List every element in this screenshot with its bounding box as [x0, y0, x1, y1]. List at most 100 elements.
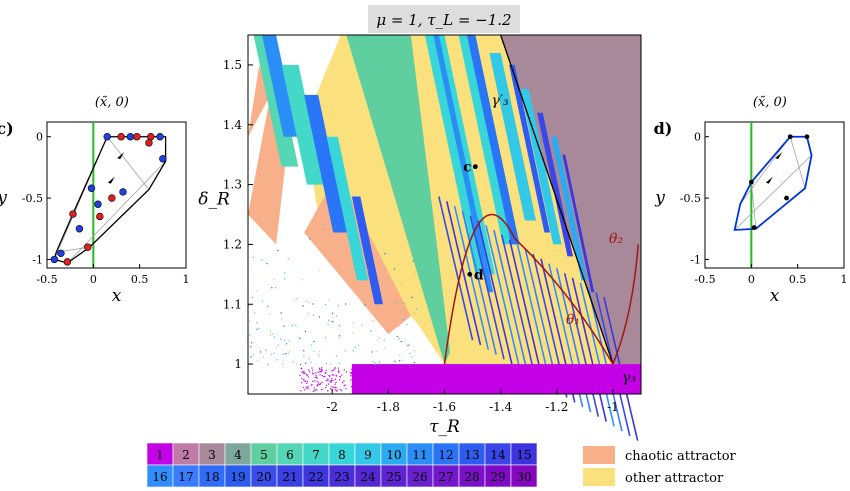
y-axis-label: δ_R [198, 190, 230, 210]
scatter-speckle [275, 287, 276, 288]
period-1-speckle [312, 381, 313, 382]
panel-c-blue-point [104, 133, 111, 140]
period-swatch-label-29: 29 [490, 470, 505, 484]
x-axis-label: τ_R [429, 417, 460, 437]
scatter-speckle [269, 313, 270, 314]
scatter-speckle [278, 344, 279, 345]
period-1-speckle [326, 370, 327, 371]
period-1-speckle [321, 367, 322, 368]
scatter-speckle [384, 340, 385, 341]
panel-d-orbit-point [784, 196, 789, 201]
scatter-speckle [345, 303, 346, 304]
scatter-speckle [249, 320, 250, 321]
period-1-speckle [306, 383, 307, 384]
period-swatch-label-26: 26 [412, 470, 427, 484]
panel-c-x-tick-label: 1 [183, 273, 190, 286]
scatter-speckle [303, 355, 304, 356]
period-1-speckle [336, 375, 337, 376]
scatter-speckle [367, 269, 368, 270]
period-1-speckle [317, 385, 318, 386]
period-1-speckle [305, 388, 306, 389]
scatter-speckle [356, 266, 357, 267]
scatter-speckle [407, 345, 408, 346]
scatter-speckle [364, 304, 365, 305]
period-1-speckle [325, 372, 326, 373]
scatter-speckle [414, 273, 415, 274]
panel-d-orbit-point [749, 180, 754, 185]
period-1-speckle [331, 386, 332, 387]
y-tick-label: 1 [234, 357, 242, 371]
panel-c-red-point [133, 133, 140, 140]
period-1-speckle [306, 386, 307, 387]
panel-d-x-tick-label: 0.5 [789, 273, 807, 286]
scatter-speckle [399, 360, 400, 361]
scatter-speckle [318, 355, 319, 356]
y-tick-label: 1.5 [223, 58, 242, 72]
period-1-speckle [314, 380, 315, 381]
scatter-speckle [285, 353, 286, 354]
period-swatch-label-1: 1 [156, 448, 164, 462]
period-1-speckle [329, 375, 330, 376]
period-swatch-label-15: 15 [516, 448, 531, 462]
panel-c-red-point [118, 133, 125, 140]
scatter-speckle [276, 347, 277, 348]
scatter-speckle [300, 364, 301, 365]
scatter-speckle [288, 258, 289, 259]
scatter-speckle [276, 359, 277, 360]
panel-c-annotation: (x̃, 0) [95, 95, 129, 110]
panel-c-x-label: x [112, 286, 122, 306]
period-1-region [352, 364, 641, 394]
scatter-speckle [256, 329, 257, 330]
scatter-speckle [273, 353, 274, 354]
period-swatch-label-8: 8 [338, 448, 346, 462]
period-1-speckle [328, 383, 329, 384]
scatter-speckle [330, 364, 331, 365]
scatter-speckle [310, 345, 311, 346]
panel-c-blue-point [95, 201, 102, 208]
scatter-speckle [414, 362, 415, 363]
period-swatch-label-7: 7 [312, 448, 320, 462]
period-1-speckle [337, 390, 338, 391]
period-1-speckle [305, 381, 306, 382]
period-1-speckle [318, 384, 319, 385]
panel-c-blue-point [58, 250, 65, 257]
period-1-speckle [317, 377, 318, 378]
scatter-speckle [251, 342, 252, 343]
period-1-speckle [316, 389, 317, 390]
period-1-speckle [301, 378, 302, 379]
scatter-speckle [294, 299, 295, 300]
period-1-speckle [319, 369, 320, 370]
period-swatch-label-9: 9 [364, 448, 372, 462]
period-swatch-label-6: 6 [286, 448, 294, 462]
period-1-speckle [335, 379, 336, 380]
period-1-speckle [312, 370, 313, 371]
period-1-speckle [355, 384, 356, 385]
scatter-speckle [399, 326, 400, 327]
period-1-speckle [311, 367, 312, 368]
scatter-speckle [305, 363, 306, 364]
period-1-speckle [330, 380, 331, 381]
period-1-speckle [343, 380, 344, 381]
scatter-speckle [409, 344, 410, 345]
period-1-speckle [304, 373, 305, 374]
period-1-speckle [303, 379, 304, 380]
scatter-speckle [406, 324, 407, 325]
scatter-speckle [353, 322, 354, 323]
scatter-speckle [370, 330, 371, 331]
scatter-speckle [324, 224, 325, 225]
panel-d-panel-label: d) [654, 119, 673, 138]
period-1-speckle [331, 381, 332, 382]
panel-c-blue-point [76, 225, 83, 232]
period-1-speckle [302, 387, 303, 388]
period-1-speckle [339, 379, 340, 380]
scatter-speckle [267, 364, 268, 365]
scatter-speckle [308, 302, 309, 303]
period-1-speckle [308, 369, 309, 370]
period-1-speckle [353, 370, 354, 371]
scatter-speckle [327, 324, 328, 325]
period-1-speckle [351, 386, 352, 387]
scatter-speckle [293, 361, 294, 362]
scatter-speckle [371, 320, 372, 321]
period-swatch-label-16: 16 [152, 470, 167, 484]
period-swatch-label-11: 11 [412, 448, 427, 462]
